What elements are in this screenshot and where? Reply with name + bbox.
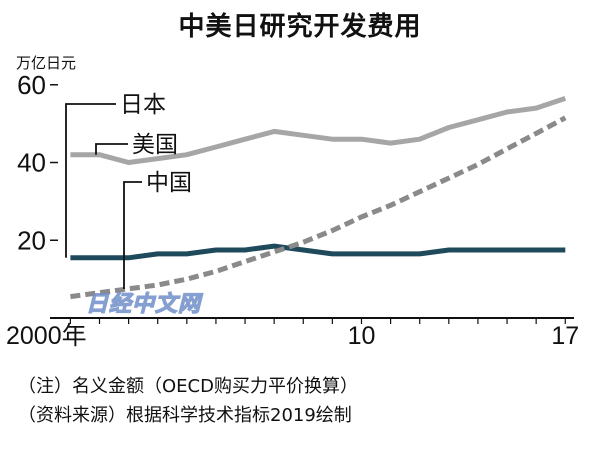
legend-label-美国: 美国 (132, 132, 178, 158)
legend-leader-日本 (65, 103, 116, 258)
y-tick-label: 40 (17, 148, 46, 178)
y-tick-label: 20 (17, 225, 46, 255)
y-axis-unit-label: 万亿日元 (16, 54, 77, 72)
series-line-中国 (70, 115, 567, 300)
axes (50, 84, 574, 324)
y-tick-label: 60 (17, 70, 46, 100)
chart-title: 中美日研究开发费用 (178, 12, 422, 42)
series-lines (70, 96, 567, 300)
x-tick-label: 2000年 (6, 322, 87, 350)
x-tick-label: 17 (551, 322, 579, 350)
x-tick-label: 10 (348, 322, 376, 350)
footnote-source: （资料来源）根据科学技术指标2019绘制 (18, 405, 352, 426)
legend-label-日本: 日本 (120, 92, 166, 118)
footnote-note: （注）名义金额（OECD购买力平价换算） (18, 376, 358, 397)
legend-label-中国: 中国 (146, 170, 192, 196)
watermark-logo: 日经中文网 (85, 291, 202, 317)
legend-leader-美国 (95, 143, 128, 155)
legend-leaders (65, 103, 142, 289)
series-line-日本 (70, 243, 566, 261)
series-line-美国 (70, 96, 567, 165)
legend-leader-中国 (123, 181, 142, 289)
